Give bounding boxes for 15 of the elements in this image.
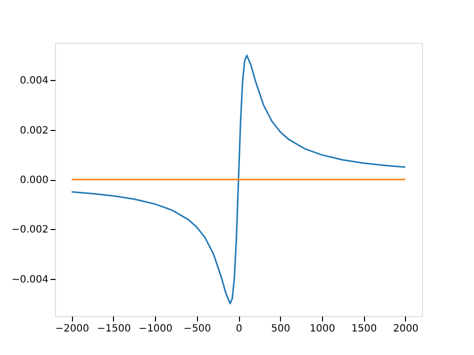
x-tick-label: 1500 [351, 324, 377, 334]
x-tick-label: −1000 [138, 324, 173, 334]
y-tick-label: 0.000 [20, 175, 48, 186]
x-tick-label: −2000 [55, 324, 90, 334]
x-tick-label: 0 [236, 324, 242, 334]
x-tick-label: 500 [271, 324, 290, 334]
y-tick-label: 0.002 [20, 125, 48, 136]
x-tick-label: 2000 [393, 324, 419, 334]
y-tick-label: −0.004 [11, 274, 48, 286]
line-series [70, 54, 406, 304]
y-tick-label: 0.004 [20, 76, 48, 87]
x-tick-label: −1500 [96, 324, 131, 334]
x-tick-label: −500 [184, 324, 212, 334]
x-tick-label: 1000 [310, 324, 336, 334]
y-tick-label: −0.002 [11, 224, 48, 236]
